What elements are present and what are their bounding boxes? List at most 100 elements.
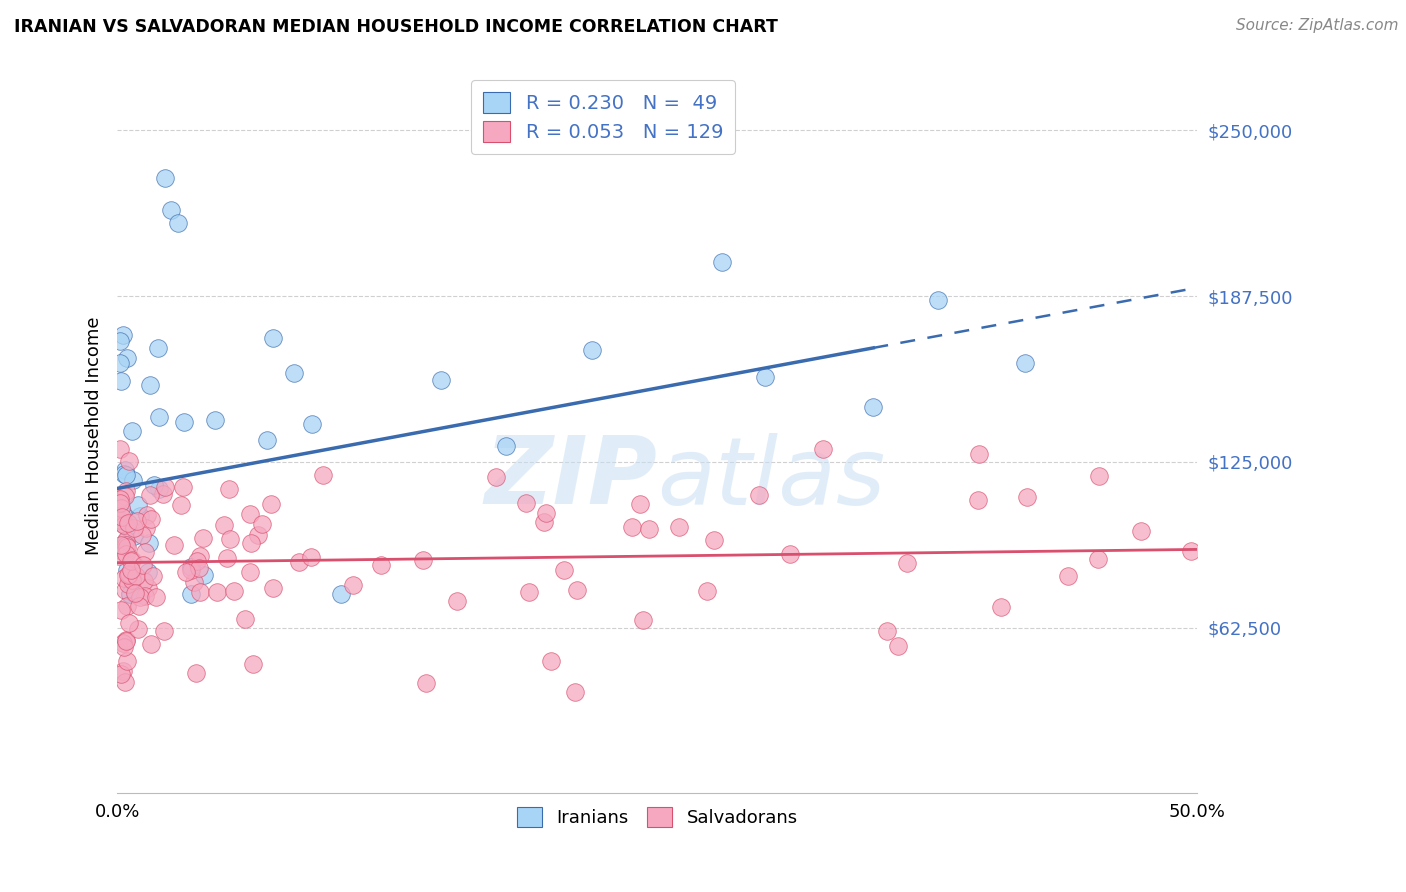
Point	[139, 512, 162, 526]
Point	[122, 529, 145, 543]
Point	[862, 400, 884, 414]
Point	[152, 487, 174, 501]
Point	[166, 216, 188, 230]
Point	[115, 654, 138, 668]
Point	[172, 480, 194, 494]
Point	[239, 565, 262, 579]
Point	[118, 454, 141, 468]
Point	[876, 624, 898, 639]
Point	[967, 493, 990, 508]
Point	[517, 585, 540, 599]
Point	[246, 528, 269, 542]
Point	[114, 583, 136, 598]
Point	[217, 550, 239, 565]
Point	[330, 587, 353, 601]
Y-axis label: Median Household Income: Median Household Income	[86, 316, 103, 555]
Point	[110, 334, 132, 348]
Point	[131, 527, 153, 541]
Point	[136, 508, 159, 522]
Point	[262, 331, 284, 345]
Point	[204, 413, 226, 427]
Point	[748, 488, 770, 502]
Point	[233, 612, 256, 626]
Point	[120, 587, 142, 601]
Point	[581, 343, 603, 357]
Point	[112, 467, 135, 481]
Point	[222, 583, 245, 598]
Point	[110, 667, 132, 681]
Point	[1057, 568, 1080, 582]
Point	[115, 563, 138, 577]
Point	[112, 571, 135, 585]
Point	[120, 554, 142, 568]
Point	[703, 533, 725, 548]
Point	[262, 581, 284, 595]
Point	[112, 516, 135, 531]
Point	[128, 599, 150, 613]
Point	[115, 547, 138, 561]
Point	[110, 442, 132, 456]
Point	[110, 500, 132, 515]
Point	[110, 492, 132, 507]
Point	[240, 536, 263, 550]
Point	[186, 553, 208, 567]
Point	[111, 544, 134, 558]
Point	[540, 653, 562, 667]
Point	[180, 587, 202, 601]
Point	[124, 587, 146, 601]
Point	[967, 447, 990, 461]
Point	[134, 589, 156, 603]
Legend: Iranians, Salvadorans: Iranians, Salvadorans	[509, 800, 804, 834]
Point	[183, 574, 205, 589]
Point	[108, 513, 131, 527]
Point	[115, 538, 138, 552]
Point	[112, 328, 135, 343]
Point	[110, 374, 132, 388]
Point	[193, 532, 215, 546]
Point	[218, 482, 240, 496]
Point	[114, 489, 136, 503]
Point	[115, 634, 138, 648]
Point	[110, 538, 132, 552]
Point	[124, 585, 146, 599]
Point	[927, 293, 949, 307]
Point	[170, 498, 193, 512]
Point	[299, 549, 322, 564]
Point	[115, 468, 138, 483]
Point	[553, 563, 575, 577]
Point	[180, 559, 202, 574]
Text: ZIP: ZIP	[485, 433, 657, 524]
Point	[1087, 552, 1109, 566]
Point	[139, 377, 162, 392]
Point	[129, 508, 152, 523]
Point	[153, 480, 176, 494]
Point	[1130, 524, 1153, 538]
Point	[668, 520, 690, 534]
Point	[111, 509, 134, 524]
Point	[112, 518, 135, 533]
Point	[628, 497, 651, 511]
Point	[621, 520, 644, 534]
Point	[188, 585, 211, 599]
Point	[115, 520, 138, 534]
Point	[187, 561, 209, 575]
Point	[117, 599, 139, 614]
Point	[120, 578, 142, 592]
Point	[127, 514, 149, 528]
Point	[117, 576, 139, 591]
Point	[242, 657, 264, 671]
Point	[128, 590, 150, 604]
Point	[415, 675, 437, 690]
Point	[121, 573, 143, 587]
Point	[283, 366, 305, 380]
Point	[127, 622, 149, 636]
Point	[117, 568, 139, 582]
Point	[121, 553, 143, 567]
Point	[117, 351, 139, 366]
Point	[118, 616, 141, 631]
Point	[135, 521, 157, 535]
Point	[111, 664, 134, 678]
Point	[127, 498, 149, 512]
Point	[163, 538, 186, 552]
Text: Source: ZipAtlas.com: Source: ZipAtlas.com	[1236, 18, 1399, 33]
